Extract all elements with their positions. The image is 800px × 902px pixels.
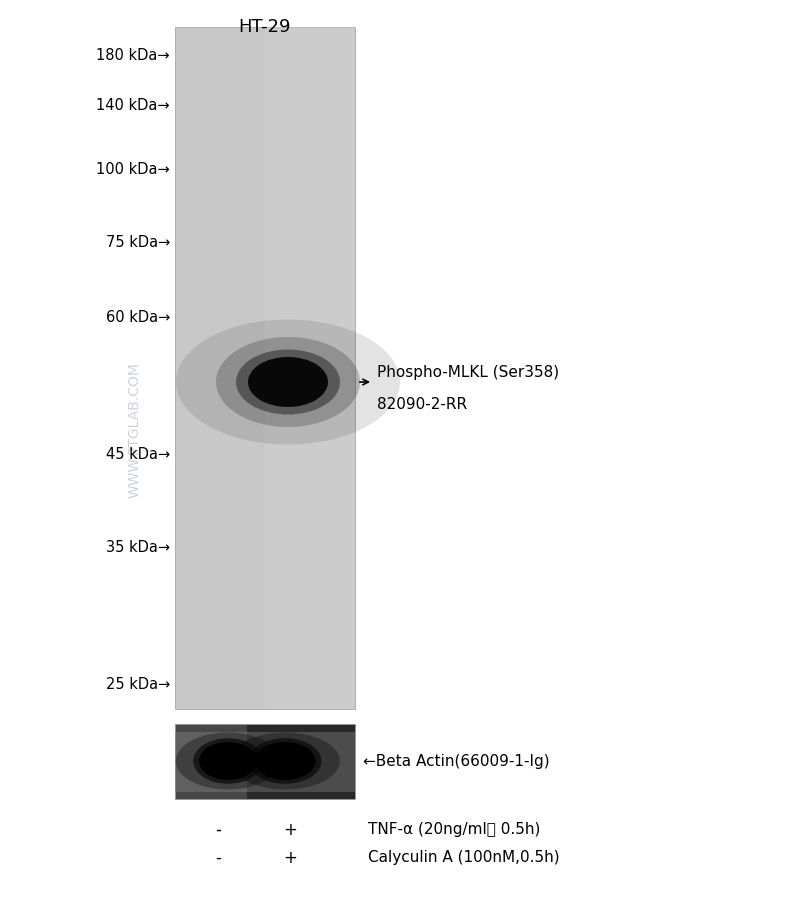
Text: 100 kDa→: 100 kDa→ (96, 162, 170, 178)
Text: 180 kDa→: 180 kDa→ (96, 48, 170, 62)
Text: 75 kDa→: 75 kDa→ (106, 235, 170, 250)
Text: +: + (283, 848, 297, 866)
Ellipse shape (176, 732, 280, 789)
Bar (175, 732, 355, 792)
Ellipse shape (230, 732, 340, 789)
Text: 25 kDa→: 25 kDa→ (106, 676, 170, 692)
Bar (265, 28, 355, 709)
Ellipse shape (199, 742, 257, 780)
Text: 35 kDa→: 35 kDa→ (106, 540, 170, 555)
Text: Calyculin A (100nM,0.5h): Calyculin A (100nM,0.5h) (368, 850, 560, 864)
Text: -: - (215, 820, 221, 838)
Text: 45 kDa→: 45 kDa→ (106, 447, 170, 462)
Text: WWW.PTGLAB.COM: WWW.PTGLAB.COM (128, 362, 142, 497)
Bar (175, 724, 247, 799)
Text: +: + (283, 820, 297, 838)
Bar (175, 724, 355, 799)
Ellipse shape (248, 357, 328, 408)
Text: 60 kDa→: 60 kDa→ (106, 310, 170, 325)
Text: -: - (215, 848, 221, 866)
Bar (175, 28, 355, 709)
Ellipse shape (176, 320, 400, 445)
Ellipse shape (249, 739, 322, 784)
Text: TNF-α (20ng/ml， 0.5h): TNF-α (20ng/ml， 0.5h) (368, 822, 540, 836)
Text: Phospho-MLKL (Ser358): Phospho-MLKL (Ser358) (377, 365, 559, 380)
Ellipse shape (216, 337, 360, 428)
Text: 82090-2-RR: 82090-2-RR (377, 397, 467, 412)
Ellipse shape (236, 350, 340, 415)
Text: ←Beta Actin(66009-1-Ig): ←Beta Actin(66009-1-Ig) (363, 754, 550, 769)
Ellipse shape (194, 739, 262, 784)
Text: 140 kDa→: 140 kDa→ (96, 97, 170, 113)
Ellipse shape (254, 742, 315, 780)
Text: HT-29: HT-29 (238, 18, 291, 36)
